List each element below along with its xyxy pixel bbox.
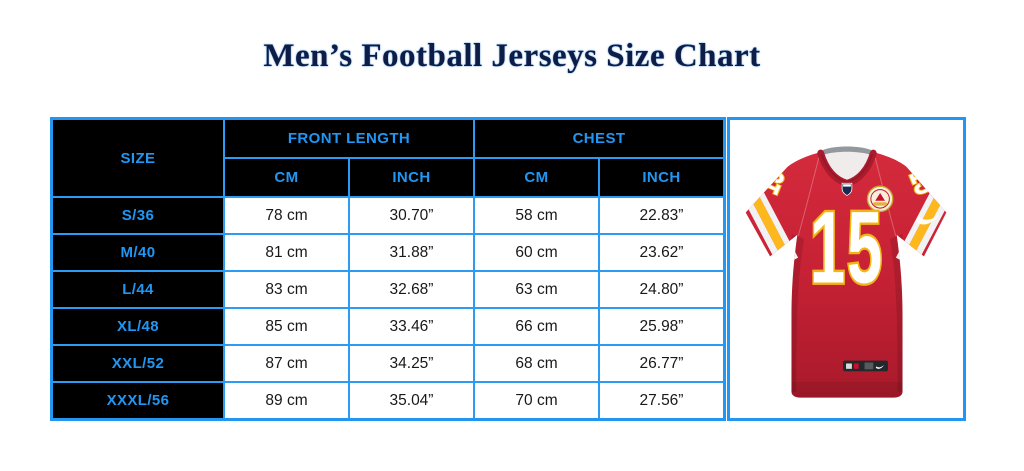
- chest-cm-value: 63 cm: [475, 272, 598, 307]
- chest-inch-value: 22.83”: [600, 198, 723, 233]
- front-length-inch-value: 31.88”: [350, 235, 473, 270]
- size-label: M/40: [53, 235, 223, 270]
- size-chart: SIZE FRONT LENGTH CHEST CM INCH CM INCH …: [50, 117, 966, 421]
- col-header-front-length: FRONT LENGTH: [225, 120, 473, 157]
- chest-inch-value: 27.56”: [600, 383, 723, 418]
- chest-cm-value: 66 cm: [475, 309, 598, 344]
- nike-swoosh-icon: [915, 213, 940, 225]
- chest-cm-value: 58 cm: [475, 198, 598, 233]
- page-title: Men’s Football Jerseys Size Chart: [263, 38, 761, 74]
- front-length-inch-value: 33.46”: [350, 309, 473, 344]
- chest-inch-value: 23.62”: [600, 235, 723, 270]
- front-length-inch-value: 35.04”: [350, 383, 473, 418]
- team-patch-icon: [866, 185, 893, 213]
- football-jersey-illustration: 15 15: [745, 146, 946, 398]
- front-length-cm-value: 78 cm: [225, 198, 348, 233]
- front-length-cm-value: 89 cm: [225, 383, 348, 418]
- front-length-cm-value: 85 cm: [225, 309, 348, 344]
- jersey-body: [745, 152, 946, 398]
- svg-text:15: 15: [809, 191, 883, 305]
- size-label: XL/48: [53, 309, 223, 344]
- col-header-chest: CHEST: [475, 120, 723, 157]
- front-length-inch-value: 30.70”: [350, 198, 473, 233]
- chest-cm-value: 60 cm: [475, 235, 598, 270]
- chest-cm-value: 68 cm: [475, 346, 598, 381]
- subheader-front-inch: INCH: [350, 159, 473, 196]
- front-length-cm-value: 81 cm: [225, 235, 348, 270]
- front-length-inch-value: 34.25”: [350, 346, 473, 381]
- front-length-cm-value: 83 cm: [225, 272, 348, 307]
- subheader-front-cm: CM: [225, 159, 348, 196]
- size-table: SIZE FRONT LENGTH CHEST CM INCH CM INCH …: [50, 117, 726, 421]
- jersey-number: 15: [808, 189, 884, 307]
- subheader-chest-inch: INCH: [600, 159, 723, 196]
- size-label: XXXL/56: [53, 383, 223, 418]
- chest-inch-value: 25.98”: [600, 309, 723, 344]
- size-label: XXL/52: [53, 346, 223, 381]
- front-length-cm-value: 87 cm: [225, 346, 348, 381]
- nfl-shield-icon: [841, 182, 852, 196]
- size-label: L/44: [53, 272, 223, 307]
- chest-inch-value: 24.80”: [600, 272, 723, 307]
- front-length-inch-value: 32.68”: [350, 272, 473, 307]
- size-label: S/36: [53, 198, 223, 233]
- chest-cm-value: 70 cm: [475, 383, 598, 418]
- chest-inch-value: 26.77”: [600, 346, 723, 381]
- subheader-chest-cm: CM: [475, 159, 598, 196]
- jersey-image: 15 15: [727, 117, 966, 421]
- collar-back-band: [822, 146, 871, 156]
- col-header-size: SIZE: [53, 120, 223, 196]
- jock-tag: [842, 360, 888, 372]
